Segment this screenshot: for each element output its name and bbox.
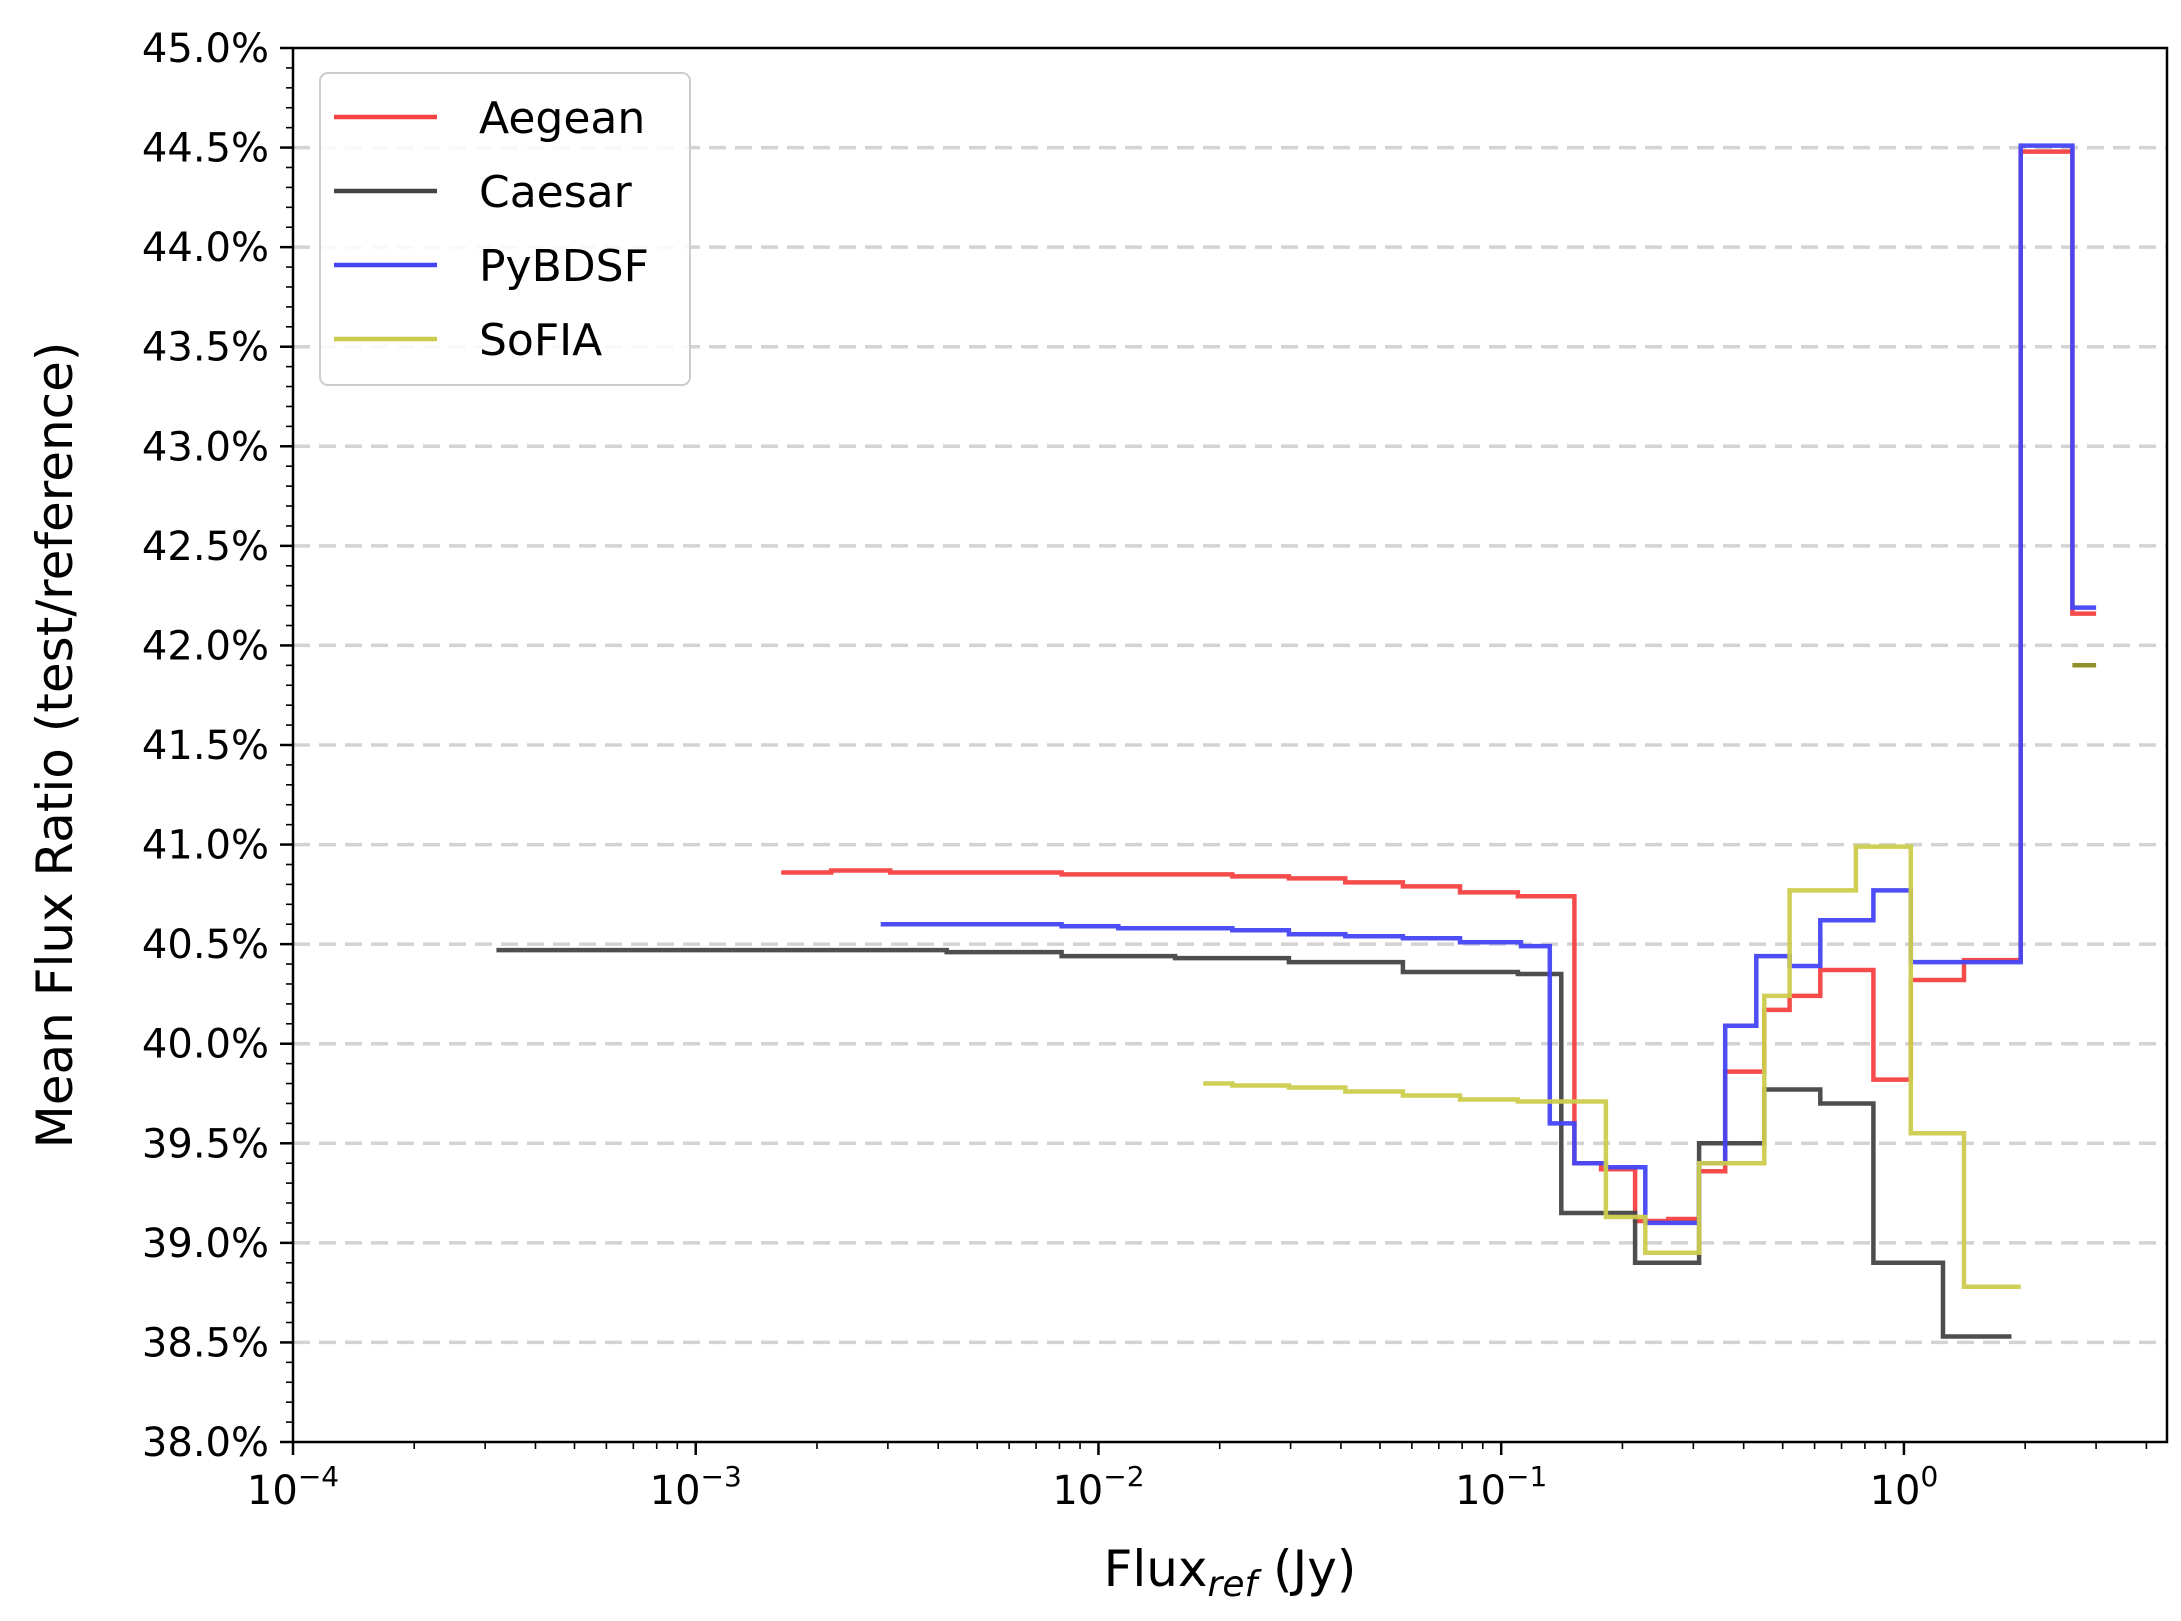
x-tick-label: 10−3 [650, 1460, 742, 1514]
legend: Aegean Caesar PyBDSF SoFIA [319, 72, 691, 386]
series-line-sofia [1203, 844, 2021, 1289]
y-axis-label: Mean Flux Ratio (test/reference) [26, 342, 84, 1149]
x-axis-label: Fluxref (Jy) [1104, 1540, 1357, 1605]
y-axis: 38.0% 38.5% 39.0% 39.5% 40.0% 40.5% 41.0% 41.5%… [142, 26, 293, 1466]
y-tick-label: 44.5% [142, 126, 269, 172]
y-tick-label: 42.5% [142, 524, 269, 570]
legend-label-sofia: SoFIA [479, 315, 602, 366]
y-tick-label: 42.0% [142, 623, 269, 669]
series-line-pybdsf [880, 143, 2097, 1226]
y-tick-label: 38.5% [142, 1320, 269, 1366]
y-tick-label: 43.0% [142, 424, 269, 470]
y-tick-label: 41.5% [142, 723, 269, 769]
x-axis: 10−4 10−3 10−2 10−1 100 [247, 1442, 2148, 1514]
x-axis-label-subscript: ref [1208, 1564, 1263, 1605]
legend-label-aegean: Aegean [479, 93, 645, 144]
x-axis-label-suffix: (Jy) [1257, 1540, 1356, 1598]
x-tick-label: 10−4 [247, 1460, 339, 1514]
legend-label-pybdsf: PyBDSF [479, 241, 649, 292]
y-tick-label: 45.0% [142, 26, 269, 72]
legend-label-caesar: Caesar [479, 167, 633, 218]
series-line-caesar [496, 947, 2012, 1339]
x-tick-label: 10−2 [1052, 1460, 1144, 1514]
series-line-aegean [781, 149, 2097, 1224]
y-tick-label: 40.5% [142, 922, 269, 968]
y-tick-label: 41.0% [142, 823, 269, 869]
grid-layer [293, 145, 2167, 1345]
x-axis-label-main: Flux [1104, 1540, 1208, 1598]
y-tick-label: 39.5% [142, 1121, 269, 1167]
y-tick-label: 38.0% [142, 1420, 269, 1466]
x-tick-label: 10−1 [1455, 1460, 1547, 1514]
y-tick-label: 43.5% [142, 325, 269, 371]
legend-box [319, 72, 691, 386]
series-layer [496, 143, 2097, 1339]
y-tick-label: 39.0% [142, 1221, 269, 1267]
y-tick-label: 40.0% [142, 1022, 269, 1068]
y-tick-label: 44.0% [142, 225, 269, 271]
x-tick-label: 100 [1870, 1460, 1939, 1514]
